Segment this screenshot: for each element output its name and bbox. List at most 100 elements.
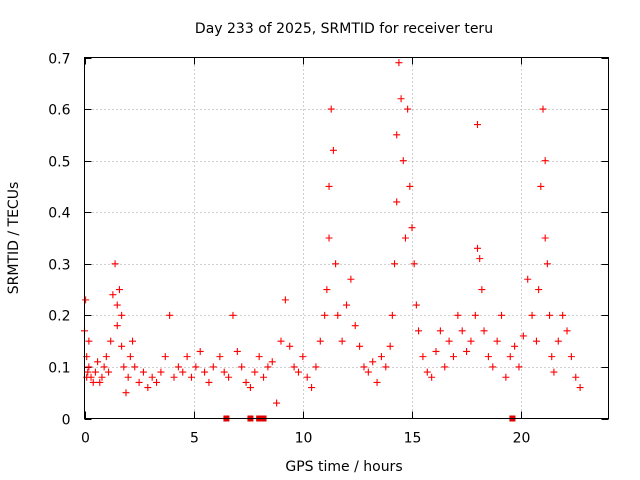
data-point — [179, 368, 187, 376]
data-point — [157, 368, 165, 376]
data-point — [554, 337, 562, 345]
data-point — [347, 275, 355, 283]
data-point — [329, 146, 337, 154]
x-tick-label: 20 — [513, 431, 531, 447]
data-point — [410, 260, 418, 268]
data-point — [122, 389, 130, 397]
data-point — [153, 378, 161, 386]
data-point — [334, 311, 342, 319]
data-point — [360, 363, 368, 371]
data-point — [124, 373, 132, 381]
x-tick-label: 5 — [190, 431, 199, 447]
data-point — [419, 353, 427, 361]
data-point — [377, 353, 385, 361]
data-point — [294, 368, 302, 376]
data-point — [105, 368, 113, 376]
data-point — [327, 105, 335, 113]
x-tick-label: 0 — [81, 431, 90, 447]
data-point — [174, 363, 182, 371]
data-point — [543, 260, 551, 268]
data-point — [192, 363, 200, 371]
data-point — [423, 368, 431, 376]
data-point — [277, 337, 285, 345]
data-point — [373, 378, 381, 386]
data-point — [183, 353, 191, 361]
data-point — [238, 363, 246, 371]
data-point — [225, 373, 233, 381]
data-point — [519, 332, 527, 340]
data-point — [364, 368, 372, 376]
data-point — [321, 311, 329, 319]
data-point — [260, 373, 268, 381]
data-point — [220, 368, 228, 376]
data-point — [115, 286, 123, 294]
data-point — [498, 311, 506, 319]
data-point — [233, 347, 241, 355]
data-point — [107, 337, 115, 345]
data-point — [550, 368, 558, 376]
data-point — [290, 363, 298, 371]
data-point — [255, 353, 263, 361]
data-point — [325, 182, 333, 190]
data-point — [563, 327, 571, 335]
data-point — [515, 363, 523, 371]
data-point — [393, 198, 401, 206]
data-point — [281, 296, 289, 304]
data-point — [96, 378, 104, 386]
data-point — [506, 353, 514, 361]
data-point — [129, 337, 137, 345]
grid-lines — [84, 57, 609, 419]
y-tick-label: 0.7 — [48, 52, 70, 68]
data-point — [139, 368, 147, 376]
data-point — [382, 363, 390, 371]
data-point — [170, 373, 178, 381]
data-point — [91, 368, 99, 376]
data-point — [166, 311, 174, 319]
data-point — [541, 157, 549, 165]
data-point — [474, 121, 481, 129]
data-point — [415, 327, 423, 335]
data-point — [98, 373, 106, 381]
data-point — [299, 353, 307, 361]
data-point — [113, 301, 121, 309]
data-point — [242, 378, 250, 386]
data-point — [432, 347, 440, 355]
data-point — [332, 260, 340, 268]
y-tick-label: 0 — [62, 413, 71, 429]
data-point — [369, 358, 377, 366]
data-point — [343, 301, 350, 309]
data-point — [548, 353, 556, 361]
data-point — [316, 337, 324, 345]
data-point — [89, 378, 97, 386]
data-point — [216, 353, 224, 361]
data-point — [196, 347, 204, 355]
data-point — [467, 337, 475, 345]
data-point — [386, 342, 394, 350]
data-point — [148, 373, 156, 381]
x-axis: 0 5 10 15 20 — [81, 57, 531, 447]
data-point — [205, 378, 213, 386]
data-point — [428, 373, 436, 381]
data-point — [100, 363, 108, 371]
data-point — [535, 286, 543, 294]
data-point — [111, 260, 119, 268]
data-point — [454, 311, 462, 319]
data-point — [436, 327, 444, 335]
data-point — [201, 368, 209, 376]
y-tick-label: 0.3 — [48, 258, 70, 274]
data-point — [441, 363, 449, 371]
data-point — [209, 363, 217, 371]
data-point — [539, 105, 547, 113]
data-point — [532, 337, 540, 345]
data-point — [391, 260, 399, 268]
data-point — [484, 353, 492, 361]
data-point — [126, 353, 134, 361]
x-axis-label: GPS time / hours — [285, 459, 402, 475]
data-point — [308, 384, 316, 392]
data-point — [246, 384, 254, 392]
data-point — [120, 363, 128, 371]
data-point — [325, 234, 333, 242]
data-point — [541, 234, 549, 242]
chart-title: Day 233 of 2025, SRMTID for receiver ter… — [195, 21, 493, 37]
